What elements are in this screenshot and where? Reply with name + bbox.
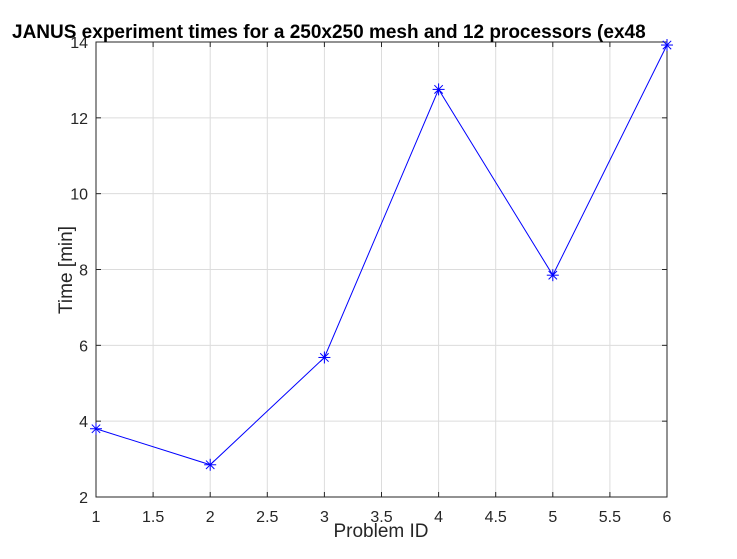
x-tick-label: 5 xyxy=(548,509,557,526)
chart-title: JANUS experiment times for a 250x250 mes… xyxy=(12,22,646,43)
data-point-marker xyxy=(661,39,673,52)
data-point-marker xyxy=(432,83,445,96)
data-point-marker xyxy=(204,458,217,471)
x-tick-label: 1.5 xyxy=(142,509,164,526)
x-tick-label: 4.5 xyxy=(485,509,507,526)
y-tick-label: 14 xyxy=(70,35,88,52)
y-tick-label: 2 xyxy=(79,490,88,507)
x-tick-label: 2.5 xyxy=(256,509,278,526)
y-axis-label: Time [min] xyxy=(56,226,77,314)
data-point-marker xyxy=(90,422,102,435)
x-tick-label: 6 xyxy=(663,509,672,526)
axis-ticks: 1 1.5 2 2.5 3 3.5 4 4.5 5 5.5 6 2 4 6 8 10 12 14 xyxy=(70,35,671,526)
x-tick-label: 3.5 xyxy=(370,509,392,526)
x-tick-label: 3 xyxy=(320,509,329,526)
x-tick-label: 5.5 xyxy=(599,509,621,526)
y-tick-label: 8 xyxy=(79,263,88,280)
grid-lines xyxy=(95,41,668,498)
y-tick-label: 10 xyxy=(70,187,88,204)
x-axis-label: Problem ID xyxy=(333,521,428,542)
y-tick-label: 6 xyxy=(79,338,88,355)
x-tick-label: 2 xyxy=(206,509,215,526)
y-tick-label: 4 xyxy=(79,414,88,431)
x-tick-label: 1 xyxy=(92,509,101,526)
data-point-marker xyxy=(318,351,331,364)
data-series xyxy=(90,39,673,471)
x-tick-label: 4 xyxy=(434,509,443,526)
data-point-marker xyxy=(546,269,559,282)
y-tick-label: 12 xyxy=(70,111,88,128)
series-line xyxy=(95,44,668,466)
